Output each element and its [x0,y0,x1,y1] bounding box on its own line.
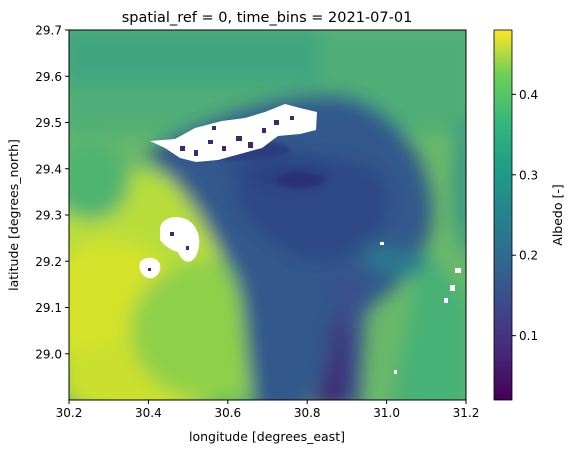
colorbar-tick-label: 0.3 [519,168,538,182]
colorbar [493,29,513,401]
x-axis: 30.2 30.4 30.6 30.8 31.0 31.2 [56,400,480,420]
y-axis-label: latitude [degrees_north] [6,139,21,291]
x-tick-label: 30.8 [294,406,321,420]
colorbar-label: Albedo [-] [550,184,565,245]
colorbar-tick-label: 0.1 [519,329,538,343]
y-tick-label: 29.0 [35,347,62,361]
colorbar-tick-label: 0.4 [519,88,538,102]
no-data-patches [139,104,461,374]
heatmap-image [69,30,466,400]
colorbar-ticks: 0.1 0.2 0.3 0.4 [512,88,538,343]
y-tick-label: 29.4 [35,162,62,176]
cloud-patch-north [150,104,317,162]
y-tick-label: 29.3 [35,209,62,223]
y-tick-label: 29.5 [35,116,62,130]
region-eastern-strip [392,250,466,400]
y-tick-label: 29.7 [35,24,62,38]
y-tick-label: 29.6 [35,70,62,84]
y-tick-label: 29.1 [35,301,62,315]
x-tick-label: 31.0 [373,406,400,420]
cloud-speckles [148,116,294,271]
y-tick-label: 29.2 [35,255,62,269]
cloud-patch-island [160,217,200,262]
chart-title: spatial_ref = 0, time_bins = 2021-07-01 [122,10,413,26]
y-axis: 29.0 29.1 29.2 29.3 29.4 29.5 29.6 29.7 [35,24,69,361]
x-tick-label: 30.6 [214,406,241,420]
x-tick-label: 30.4 [135,406,162,420]
colorbar-tick-label: 0.2 [519,249,538,263]
x-tick-label: 30.2 [56,406,83,420]
x-axis-label: longitude [degrees_east] [189,429,345,444]
x-tick-label: 31.2 [453,406,480,420]
